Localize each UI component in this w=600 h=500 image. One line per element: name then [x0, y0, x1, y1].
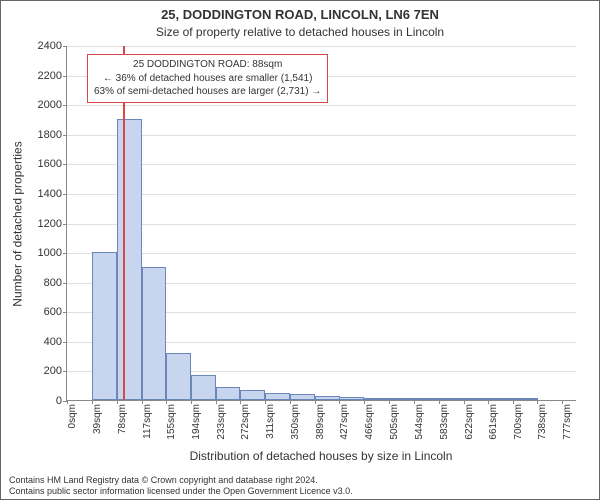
ytick-label: 2000 [38, 99, 67, 111]
histogram-bar [240, 390, 265, 400]
histogram-bar [464, 398, 489, 400]
ytick-label: 600 [44, 306, 67, 318]
xtick-label: 738sqm [537, 404, 548, 440]
ytick-label: 0 [56, 395, 67, 407]
annotation-line: 25 DODDINGTON ROAD: 88sqm [94, 58, 321, 72]
plot-area: 0200400600800100012001400160018002000220… [66, 46, 576, 401]
histogram-bar [92, 252, 117, 400]
histogram-bar [117, 119, 142, 400]
gridline [67, 164, 576, 165]
xtick-label: 117sqm [142, 404, 153, 439]
gridline [67, 46, 576, 47]
footer-attribution: Contains HM Land Registry data © Crown c… [9, 475, 591, 497]
ytick-label: 2200 [38, 70, 67, 82]
gridline [67, 105, 576, 106]
xtick-label: 622sqm [464, 404, 475, 440]
chart-title: 25, DODDINGTON ROAD, LINCOLN, LN6 7EN [1, 7, 599, 22]
histogram-bar [389, 398, 414, 400]
histogram-bar [142, 267, 167, 400]
xtick-label: 583sqm [439, 404, 450, 440]
histogram-bar [166, 353, 191, 400]
xtick-label: 311sqm [265, 404, 276, 439]
xtick-label: 777sqm [562, 404, 573, 440]
xtick-label: 194sqm [191, 404, 202, 440]
ytick-label: 2400 [38, 40, 67, 52]
gridline [67, 135, 576, 136]
ytick-label: 200 [44, 365, 67, 377]
histogram-bar [315, 396, 340, 400]
ytick-label: 800 [44, 277, 67, 289]
xtick-label: 78sqm [117, 404, 128, 434]
footer-line: Contains public sector information licen… [9, 486, 591, 497]
histogram-bar [339, 397, 364, 400]
ytick-label: 1800 [38, 129, 67, 141]
histogram-bar [216, 387, 241, 400]
annotation-box: 25 DODDINGTON ROAD: 88sqm ← 36% of detac… [87, 54, 328, 103]
xtick-label: 700sqm [513, 404, 524, 440]
ytick-label: 1600 [38, 158, 67, 170]
xtick-label: 39sqm [92, 404, 103, 434]
histogram-bar [439, 398, 464, 400]
y-axis-label: Number of detached properties [11, 46, 25, 401]
histogram-bar [290, 394, 315, 400]
xtick-label: 272sqm [240, 404, 251, 440]
gridline [67, 224, 576, 225]
chart-container: 25, DODDINGTON ROAD, LINCOLN, LN6 7EN Si… [0, 0, 600, 500]
xtick-label: 544sqm [414, 404, 425, 440]
xtick-label: 505sqm [389, 404, 400, 440]
xtick-label: 427sqm [339, 404, 350, 440]
chart-subtitle: Size of property relative to detached ho… [1, 25, 599, 39]
ytick-label: 1400 [38, 188, 67, 200]
xtick-label: 661sqm [488, 404, 499, 440]
histogram-bar [513, 398, 538, 400]
ytick-label: 1000 [38, 247, 67, 259]
ytick-label: 400 [44, 336, 67, 348]
histogram-bar [265, 393, 290, 400]
annotation-line: 63% of semi-detached houses are larger (… [94, 85, 321, 99]
xtick-label: 389sqm [315, 404, 326, 440]
ytick-label: 1200 [38, 218, 67, 230]
x-axis-label: Distribution of detached houses by size … [66, 449, 576, 463]
annotation-line: ← 36% of detached houses are smaller (1,… [94, 72, 321, 86]
xtick-label: 466sqm [364, 404, 375, 440]
histogram-bar [414, 398, 439, 400]
footer-line: Contains HM Land Registry data © Crown c… [9, 475, 591, 486]
histogram-bar [488, 398, 513, 400]
xtick-label: 233sqm [216, 404, 227, 440]
histogram-bar [364, 398, 389, 400]
xtick-label: 350sqm [290, 404, 301, 440]
gridline [67, 194, 576, 195]
histogram-bar [191, 375, 216, 400]
gridline [67, 253, 576, 254]
xtick-label: 0sqm [67, 404, 78, 428]
xtick-label: 155sqm [166, 404, 177, 440]
